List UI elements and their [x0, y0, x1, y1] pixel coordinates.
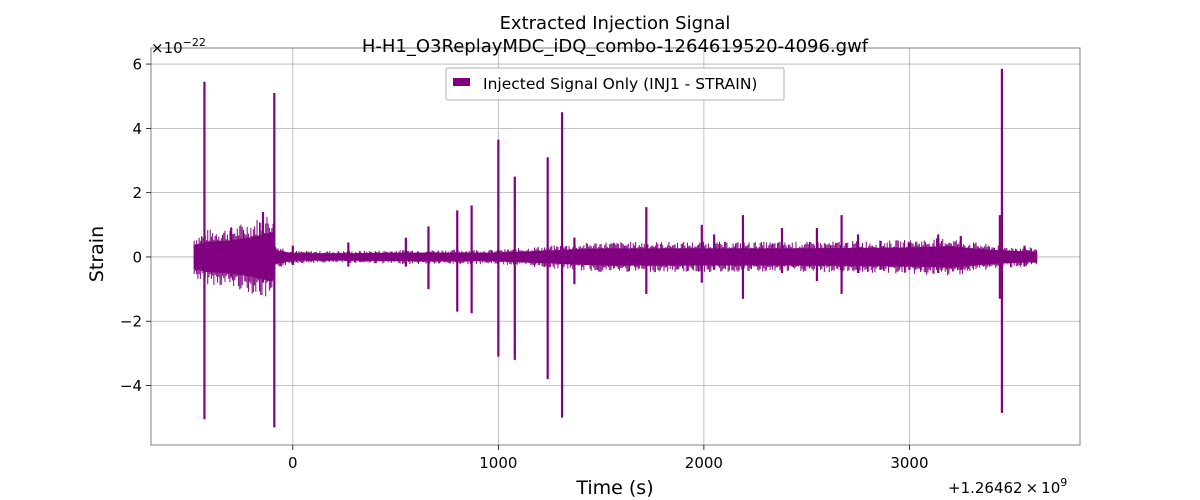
x-tick-label: 3000	[890, 454, 928, 472]
y-tick-label: −2	[120, 313, 142, 331]
legend: Injected Signal Only (INJ1 - STRAIN)	[445, 67, 785, 101]
y-tick-label: 2	[132, 184, 142, 202]
y-multiplier-base: ×10	[151, 39, 183, 57]
x-offset-exponent: 9	[1060, 476, 1067, 489]
y-multiplier-exponent: −22	[183, 36, 206, 49]
axis-ticks: 0 1000 2000 3000 −4 −2 0 2 4 6	[120, 56, 929, 472]
y-tick-label: 6	[132, 56, 142, 74]
y-tick-label: 4	[132, 120, 142, 138]
x-tick-label: 2000	[685, 454, 723, 472]
y-multiplier: ×10−22	[151, 36, 206, 57]
plot-frame	[150, 47, 1081, 446]
legend-box	[445, 67, 785, 101]
y-tick-label: −4	[120, 377, 142, 395]
chart-subtitle: H-H1_O3ReplayMDC_iDQ_combo-1264619520-40…	[362, 36, 869, 57]
y-axis-label: Strain	[86, 226, 108, 282]
legend-swatch	[453, 78, 470, 86]
x-offset: +1.26462 × 109	[948, 476, 1067, 497]
signal-noise	[193, 216, 1037, 297]
legend-label: Injected Signal Only (INJ1 - STRAIN)	[483, 75, 757, 93]
x-offset-base: +1.26462 × 10	[948, 479, 1060, 497]
x-tick-label: 1000	[479, 454, 517, 472]
y-tick-label: 0	[132, 248, 142, 266]
x-tick-label: 0	[288, 454, 298, 472]
x-axis-label: Time (s)	[575, 477, 653, 499]
series-injected-signal	[193, 68, 1038, 428]
chart-title: Extracted Injection Signal	[500, 13, 731, 34]
